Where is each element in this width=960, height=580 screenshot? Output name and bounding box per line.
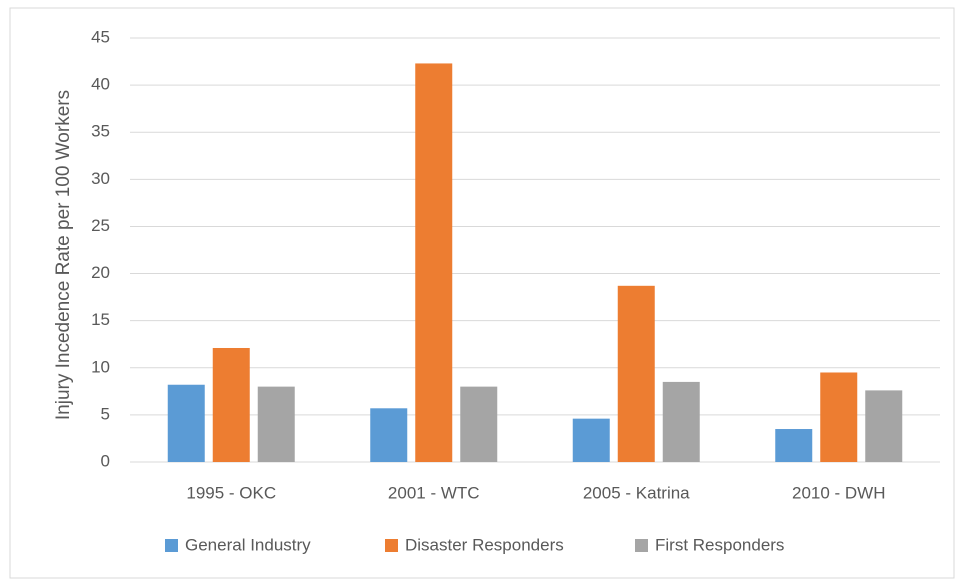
legend-swatch xyxy=(165,539,178,552)
bar xyxy=(167,384,205,462)
y-tick-label: 20 xyxy=(91,263,110,282)
bar xyxy=(865,390,903,462)
x-tick-label: 2001 - WTC xyxy=(388,483,480,502)
legend-label: First Responders xyxy=(655,535,784,554)
x-tick-label: 2005 - Katrina xyxy=(583,483,690,502)
bar xyxy=(662,381,700,462)
legend-label: Disaster Responders xyxy=(405,535,564,554)
y-tick-label: 10 xyxy=(91,357,110,376)
y-tick-label: 30 xyxy=(91,169,110,188)
y-tick-label: 5 xyxy=(101,404,110,423)
bar xyxy=(775,429,813,462)
bar xyxy=(212,347,250,462)
legend-swatch xyxy=(385,539,398,552)
y-tick-label: 35 xyxy=(91,122,110,141)
bar xyxy=(370,408,408,462)
x-tick-label: 1995 - OKC xyxy=(186,483,276,502)
bar xyxy=(460,386,498,462)
bar xyxy=(257,386,295,462)
x-tick-label: 2010 - DWH xyxy=(792,483,886,502)
bar xyxy=(415,63,453,462)
bar xyxy=(820,372,858,462)
y-tick-label: 45 xyxy=(91,27,110,46)
y-tick-label: 40 xyxy=(91,75,110,94)
y-axis-label: Injury Incedence Rate per 100 Workers xyxy=(53,90,74,420)
y-tick-label: 15 xyxy=(91,310,110,329)
legend-swatch xyxy=(635,539,648,552)
y-tick-label: 25 xyxy=(91,216,110,235)
y-tick-label: 0 xyxy=(101,451,110,470)
bar xyxy=(572,418,610,462)
bar xyxy=(617,285,655,462)
chart-frame xyxy=(9,7,955,579)
legend-label: General Industry xyxy=(185,535,311,554)
